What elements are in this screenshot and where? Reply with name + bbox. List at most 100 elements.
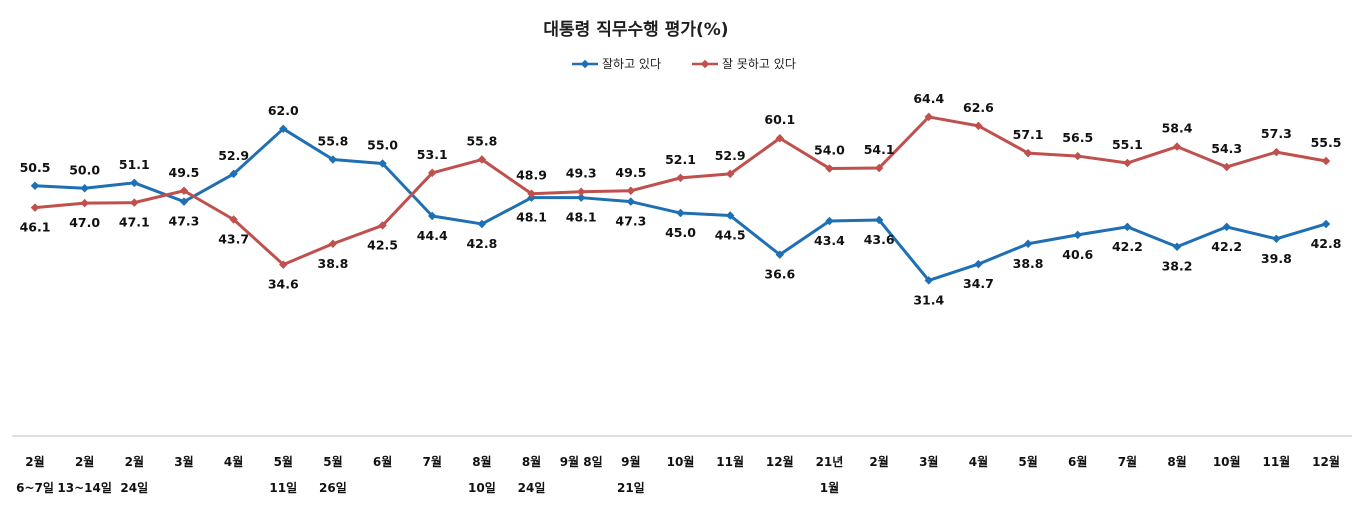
point-0-9 (477, 219, 487, 229)
data-label-0-12: 47.3 (615, 214, 646, 229)
x-tick-label-6-0: 5월 (323, 454, 342, 469)
data-label-0-26: 42.8 (1311, 236, 1342, 251)
point-1-21 (1073, 151, 1082, 161)
data-label-1-8: 53.1 (417, 147, 448, 162)
x-tick-label-5-0: 5월 (274, 454, 293, 469)
data-label-1-17: 54.1 (864, 142, 895, 157)
x-axis-labels: 2월 6~7일 2월 13~14일 2월 24일 3월 4월 5월 11일 5월 26일 6월 7월 8월 1… (16, 454, 1340, 495)
data-label-0-25: 39.8 (1261, 251, 1292, 266)
x-tick-label-1-1: 13~14일 (57, 481, 112, 495)
point-1-2 (130, 198, 139, 207)
x-tick-label-15-0: 12월 (766, 454, 794, 469)
data-label-1-4: 43.7 (218, 231, 249, 246)
point-1-6 (328, 239, 338, 249)
data-label-0-14: 44.5 (715, 228, 746, 243)
data-label-1-2: 47.1 (119, 215, 150, 230)
data-label-0-16: 43.4 (814, 233, 845, 248)
point-1-13 (676, 173, 685, 183)
x-tick-label-4-0: 4월 (224, 454, 243, 469)
x-tick-label-10-1: 24일 (518, 481, 546, 495)
data-label-1-5: 34.6 (268, 277, 299, 292)
data-label-0-2: 51.1 (119, 157, 150, 172)
point-1-1 (80, 198, 89, 208)
x-tick-label-23-0: 8월 (1167, 454, 1186, 469)
data-label-1-9: 55.8 (466, 134, 497, 149)
data-label-0-0: 50.5 (20, 160, 51, 175)
data-label-0-10: 48.1 (516, 210, 547, 225)
data-label-0-8: 44.4 (417, 228, 448, 243)
data-label-0-9: 42.8 (466, 236, 497, 251)
x-tick-label-18-0: 3월 (919, 454, 938, 469)
data-label-1-13: 52.1 (665, 152, 696, 167)
data-label-0-15: 36.6 (764, 267, 795, 282)
point-0-1 (80, 184, 89, 193)
data-label-1-20: 57.1 (1013, 127, 1044, 142)
data-label-0-7: 55.0 (367, 138, 398, 153)
point-1-4 (229, 215, 238, 224)
data-label-1-25: 57.3 (1261, 126, 1292, 141)
legend-label-1: 잘 못하고 있다 (722, 57, 796, 71)
point-1-12 (626, 186, 636, 195)
point-1-9 (477, 155, 487, 164)
data-label-1-22: 55.1 (1112, 137, 1143, 152)
point-0-25 (1272, 234, 1281, 244)
x-tick-label-21-0: 6월 (1068, 454, 1087, 469)
point-0-2 (130, 178, 139, 188)
data-label-1-7: 42.5 (367, 237, 398, 252)
x-tick-label-9-0: 8월 (472, 454, 491, 469)
data-label-0-23: 38.2 (1162, 259, 1193, 274)
point-0-20 (1023, 239, 1033, 249)
data-label-1-10: 48.9 (516, 168, 547, 183)
point-0-0 (30, 181, 40, 191)
point-1-0 (30, 203, 40, 212)
x-tick-label-5-1: 11일 (269, 481, 297, 495)
point-1-25 (1272, 147, 1281, 157)
point-0-19 (974, 259, 983, 269)
point-0-23 (1172, 242, 1182, 251)
data-label-0-11: 48.1 (566, 210, 597, 225)
data-label-1-26: 55.5 (1311, 135, 1342, 150)
point-0-24 (1222, 222, 1231, 232)
x-tick-label-17-0: 2월 (869, 454, 888, 469)
data-label-1-23: 58.4 (1162, 121, 1193, 136)
legend-marker-1 (700, 59, 710, 69)
data-label-1-0: 46.1 (20, 220, 51, 235)
data-label-1-14: 52.9 (715, 148, 746, 163)
point-0-21 (1073, 230, 1082, 240)
point-0-4 (229, 169, 238, 179)
point-1-26 (1321, 156, 1331, 166)
point-1-5 (279, 260, 288, 269)
data-label-1-24: 54.3 (1211, 141, 1242, 156)
chart-title: 대통령 직무수행 평가(%) (543, 19, 728, 40)
point-1-11 (576, 187, 586, 196)
x-tick-label-11-0: 9월 8일 (560, 454, 603, 469)
data-label-0-20: 38.8 (1013, 256, 1044, 271)
data-label-0-18: 31.4 (913, 292, 944, 307)
x-tick-label-26-0: 12월 (1312, 454, 1340, 469)
data-label-0-24: 42.2 (1211, 239, 1242, 254)
x-tick-label-2-1: 24일 (120, 481, 148, 495)
point-0-3 (179, 197, 189, 206)
point-1-7 (378, 221, 387, 230)
x-tick-label-16-0: 21년 (816, 455, 844, 469)
x-tick-label-24-0: 10월 (1213, 454, 1241, 469)
x-tick-label-0-1: 6~7일 (16, 481, 54, 495)
data-label-1-3: 49.5 (169, 165, 200, 180)
x-tick-label-2-0: 2월 (125, 454, 144, 469)
point-0-6 (328, 155, 338, 164)
data-label-0-3: 47.3 (169, 214, 200, 229)
data-label-0-13: 45.0 (665, 225, 696, 240)
data-label-1-16: 54.0 (814, 142, 845, 157)
data-label-0-17: 43.6 (864, 232, 895, 247)
point-1-22 (1123, 158, 1132, 168)
data-label-1-11: 49.3 (566, 166, 597, 181)
point-1-24 (1222, 162, 1231, 172)
point-0-13 (676, 208, 685, 218)
point-0-8 (427, 211, 437, 221)
x-tick-label-8-0: 7월 (423, 454, 442, 469)
point-1-23 (1172, 142, 1182, 151)
x-tick-label-20-0: 5월 (1018, 454, 1037, 469)
point-0-18 (924, 276, 934, 285)
point-0-12 (626, 197, 636, 206)
data-label-0-19: 34.7 (963, 276, 994, 291)
